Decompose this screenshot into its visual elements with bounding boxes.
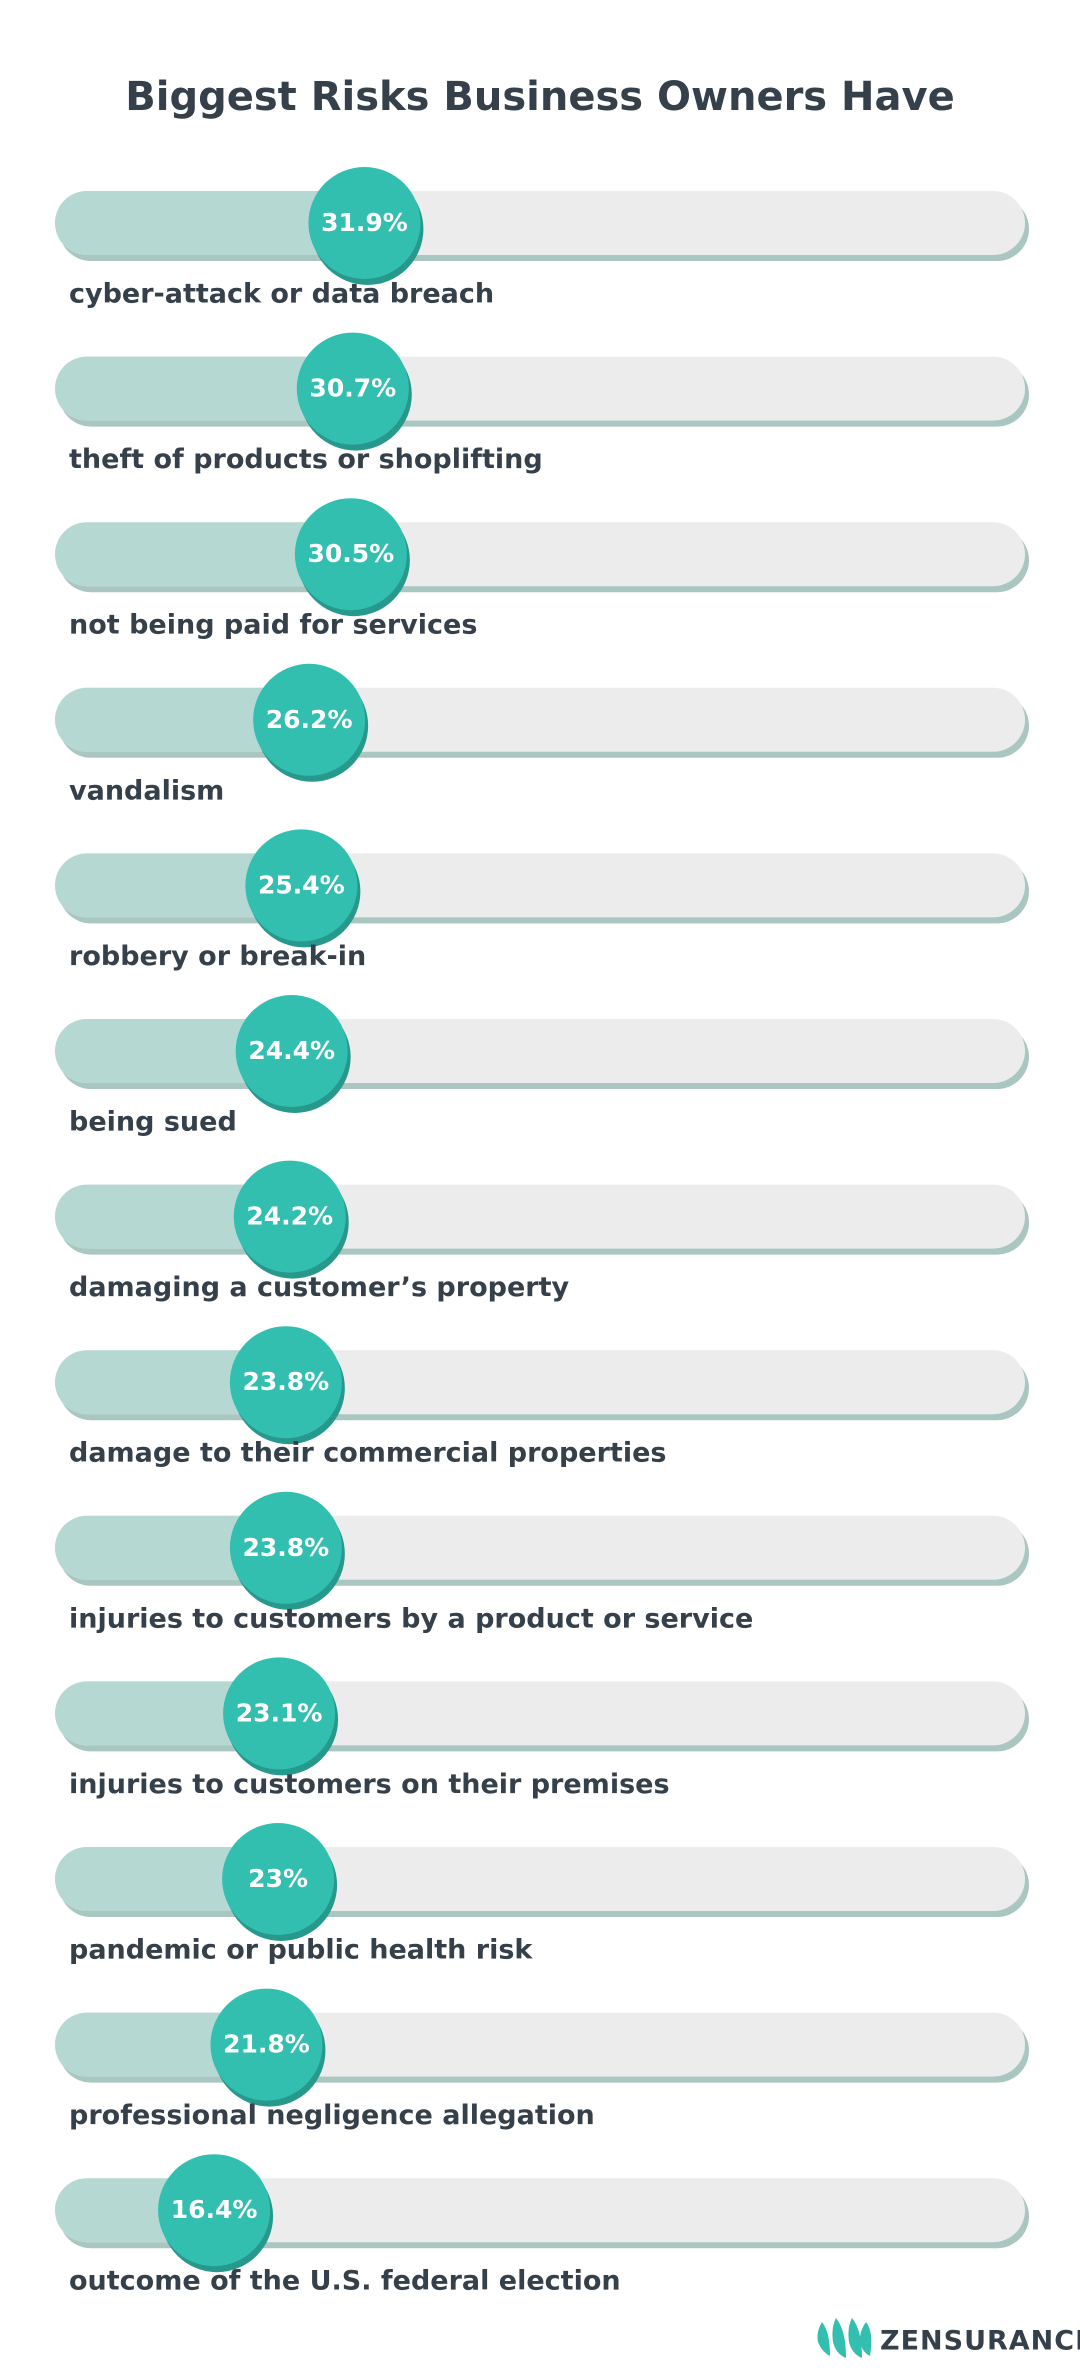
- marker: [158, 2154, 271, 2267]
- bar: [55, 687, 310, 752]
- value-label: 24.2%: [246, 1202, 333, 1231]
- logo-leaf: [832, 2318, 846, 2358]
- category-label: damage to their commercial properties: [69, 1438, 666, 1469]
- value-label: 30.5%: [307, 539, 394, 568]
- bar: [55, 1681, 280, 1746]
- logo-leaf: [817, 2322, 830, 2356]
- value-label: 23.1%: [236, 1698, 323, 1727]
- value-label: 31.9%: [321, 208, 408, 237]
- marker: [233, 1160, 346, 1273]
- marker: [210, 1988, 323, 2101]
- category-label: pandemic or public health risk: [69, 1935, 533, 1966]
- bar: [55, 522, 351, 587]
- category-label: theft of products or shoplifting: [69, 444, 543, 475]
- value-label: 21.8%: [223, 2030, 310, 2059]
- bar: [55, 1184, 290, 1249]
- category-label: not being paid for services: [69, 610, 477, 641]
- value-label: 30.7%: [309, 374, 396, 403]
- chart-title: Biggest Risks Business Owners Have: [125, 74, 954, 120]
- marker: [245, 829, 358, 942]
- value-label: 25.4%: [258, 870, 345, 899]
- bar: [55, 853, 302, 918]
- marker: [296, 332, 409, 445]
- marker: [253, 663, 366, 776]
- marker: [229, 1326, 342, 1439]
- bar: [55, 1350, 286, 1415]
- marker: [222, 1823, 335, 1935]
- marker: [223, 1657, 336, 1770]
- value-label: 23%: [248, 1864, 308, 1893]
- marker: [308, 167, 421, 279]
- marker: [235, 995, 348, 1107]
- value-label: 23.8%: [242, 1533, 329, 1562]
- logo-leaf: [848, 2318, 862, 2358]
- category-label: damaging a customer’s property: [69, 1272, 569, 1303]
- category-label: being sued: [69, 1107, 237, 1138]
- category-label: vandalism: [69, 775, 224, 806]
- brand-name: ZENSURANCE: [880, 2326, 1080, 2357]
- category-label: professional negligence allegation: [69, 2100, 595, 2131]
- category-label: injuries to customers by a product or se…: [69, 1603, 753, 1634]
- category-label: cyber-attack or data breach: [69, 279, 494, 310]
- bar: [55, 191, 365, 255]
- track: [55, 2178, 1025, 2243]
- marker: [229, 1491, 342, 1604]
- value-label: 24.4%: [248, 1036, 335, 1065]
- value-label: 26.2%: [266, 705, 353, 734]
- bar: [55, 1847, 279, 1911]
- bar: [55, 1019, 292, 1083]
- bar: [55, 1515, 286, 1580]
- category-label: robbery or break-in: [69, 941, 366, 972]
- value-label: 23.8%: [242, 1367, 329, 1396]
- brand-logo: ZENSURANCE: [817, 2318, 1080, 2358]
- category-label: injuries to customers on their premises: [69, 1769, 670, 1800]
- category-label: outcome of the U.S. federal election: [69, 2266, 621, 2297]
- bar: [55, 356, 353, 421]
- logo-leaf: [859, 2322, 872, 2356]
- marker: [294, 498, 407, 611]
- value-label: 16.4%: [171, 2195, 258, 2224]
